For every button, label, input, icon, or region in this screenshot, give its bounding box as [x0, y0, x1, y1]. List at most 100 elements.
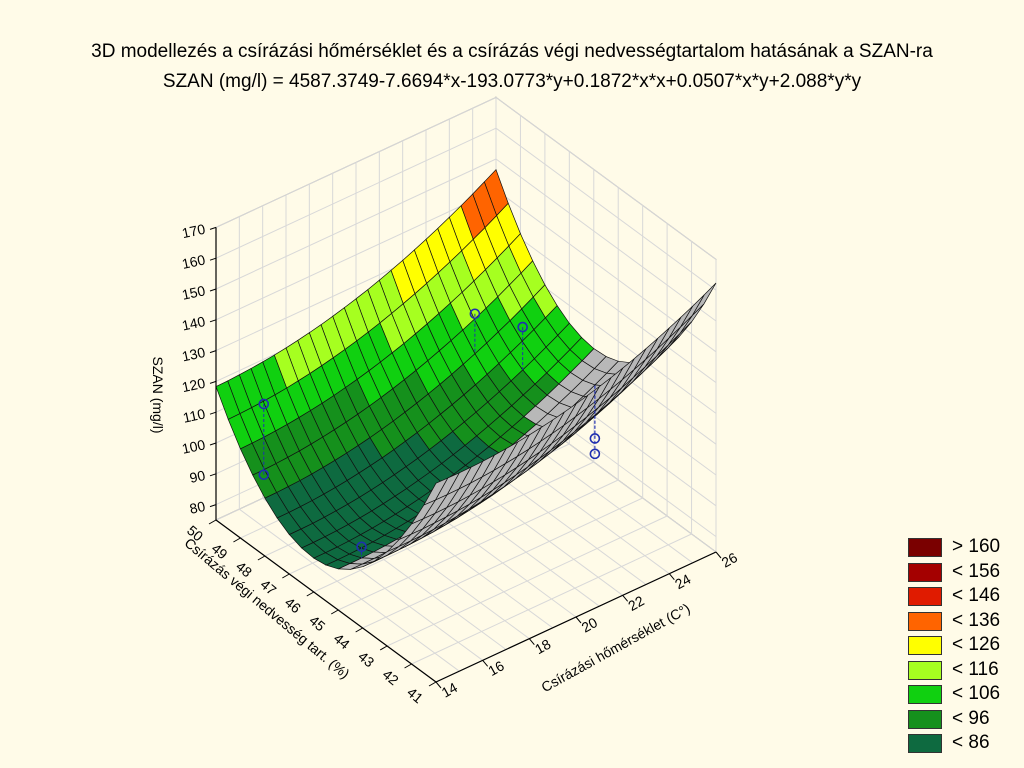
floor-grid-line — [239, 508, 460, 672]
x-tick-label: 16 — [485, 657, 507, 679]
legend-label: < 106 — [952, 683, 1001, 704]
z-tick — [209, 350, 217, 354]
legend-label: < 96 — [952, 707, 990, 729]
z-tick — [209, 226, 217, 230]
y-tick — [379, 645, 388, 651]
legend-label: < 146 — [952, 585, 1001, 606]
side-grid-line — [495, 127, 717, 291]
x-tick — [668, 573, 675, 580]
legend-label: < 116 — [952, 658, 999, 680]
z-tick — [209, 380, 217, 384]
x-tick — [528, 638, 535, 645]
legend-label: < 136 — [952, 609, 1001, 631]
z-tick-label: 120 — [180, 375, 206, 396]
y-tick-label: 41 — [404, 684, 426, 706]
legend-swatch — [908, 709, 942, 729]
z-tick-label: 80 — [188, 498, 207, 517]
legend-item: < 146 — [908, 585, 1024, 607]
z-tick-label: 110 — [181, 405, 206, 425]
data-point — [589, 448, 601, 460]
legend-swatch — [908, 611, 942, 631]
z-tick — [209, 504, 217, 508]
back-grid-line — [215, 127, 497, 259]
z-tick-label: 170 — [180, 221, 206, 242]
legend-label: > 160 — [952, 536, 1001, 557]
x-tick-label: 26 — [719, 549, 741, 571]
floor-grid-line — [313, 461, 594, 593]
x-tick — [622, 595, 629, 602]
floor-grid-line — [411, 533, 692, 665]
z-tick-label: 150 — [180, 282, 206, 303]
y-tick — [257, 555, 266, 561]
data-points — [258, 308, 601, 558]
surface-cell — [215, 380, 241, 420]
legend-swatch — [908, 734, 942, 753]
y-tick — [233, 537, 241, 543]
legend-label: < 126 — [952, 634, 1001, 655]
back-grid-line — [215, 189, 497, 321]
floor-grid-line — [386, 515, 668, 647]
legend-item: < 86 — [908, 732, 1024, 754]
z-tick — [209, 257, 217, 261]
x-tick-label: 24 — [672, 571, 694, 593]
legend-item: > 160 — [908, 536, 1024, 558]
data-point — [356, 541, 367, 553]
legend-item: < 96 — [908, 708, 1024, 730]
x-tick-label: 22 — [625, 592, 647, 614]
z-tick — [209, 288, 217, 292]
x-tick — [715, 551, 722, 559]
y-tick-label: 42 — [380, 666, 402, 688]
chart-equation: SZAN (mg/l) = 4587.3749-7.6694*x-193.077… — [162, 71, 862, 92]
z-tick-label: 90 — [188, 467, 207, 486]
chart-title: 3D modellezés a csírázási hőmérséklet és… — [91, 41, 933, 62]
side-grid-line — [495, 158, 717, 322]
y-axis-line — [215, 519, 437, 683]
z-tick-label: 100 — [180, 436, 206, 457]
legend-item: < 136 — [908, 610, 1024, 632]
x-tick — [575, 616, 582, 624]
legend-swatch — [908, 685, 942, 704]
legend-swatch — [908, 587, 942, 606]
side-grid-line — [495, 220, 717, 384]
legend-swatch — [908, 538, 942, 557]
data-point — [517, 321, 528, 333]
legend-item: < 126 — [908, 634, 1024, 656]
back-grid-line — [215, 96, 497, 228]
data-point — [258, 398, 270, 410]
z-tick — [209, 411, 217, 415]
side-grid-line — [495, 96, 717, 260]
legend-swatch — [908, 660, 942, 680]
legend-swatch — [908, 636, 942, 655]
legend-label: < 86 — [952, 732, 990, 753]
y-tick — [306, 591, 315, 597]
floor-grid-line — [362, 497, 643, 629]
axes: 1416182022242641424344454647484950809010… — [180, 221, 740, 707]
floor-grid-line — [338, 479, 619, 611]
z-tick-label: 160 — [180, 251, 206, 272]
x-tick-label: 14 — [439, 679, 461, 701]
x-tick-label: 18 — [532, 636, 554, 658]
legend-swatch — [908, 562, 942, 582]
back-grid-line — [215, 158, 497, 290]
legend-item: < 116 — [908, 659, 1024, 681]
z-tick-label: 140 — [180, 313, 206, 334]
z-tick — [209, 473, 217, 477]
z-tick — [209, 319, 217, 323]
data-point — [258, 469, 270, 481]
z-axis-label: SZAN (mg/l) — [150, 357, 166, 434]
x-tick-label: 20 — [579, 614, 601, 636]
y-tick — [355, 627, 363, 633]
y-tick — [208, 519, 217, 525]
legend-label: < 156 — [952, 560, 1001, 582]
y-tick-label: 43 — [355, 648, 377, 670]
y-tick — [428, 681, 437, 687]
surface-mesh — [215, 168, 717, 570]
z-tick — [209, 442, 217, 446]
legend-item: < 106 — [908, 683, 1024, 705]
z-tick-label: 130 — [180, 344, 206, 365]
x-tick — [435, 681, 442, 689]
y-tick — [330, 609, 339, 615]
data-point — [469, 308, 481, 320]
